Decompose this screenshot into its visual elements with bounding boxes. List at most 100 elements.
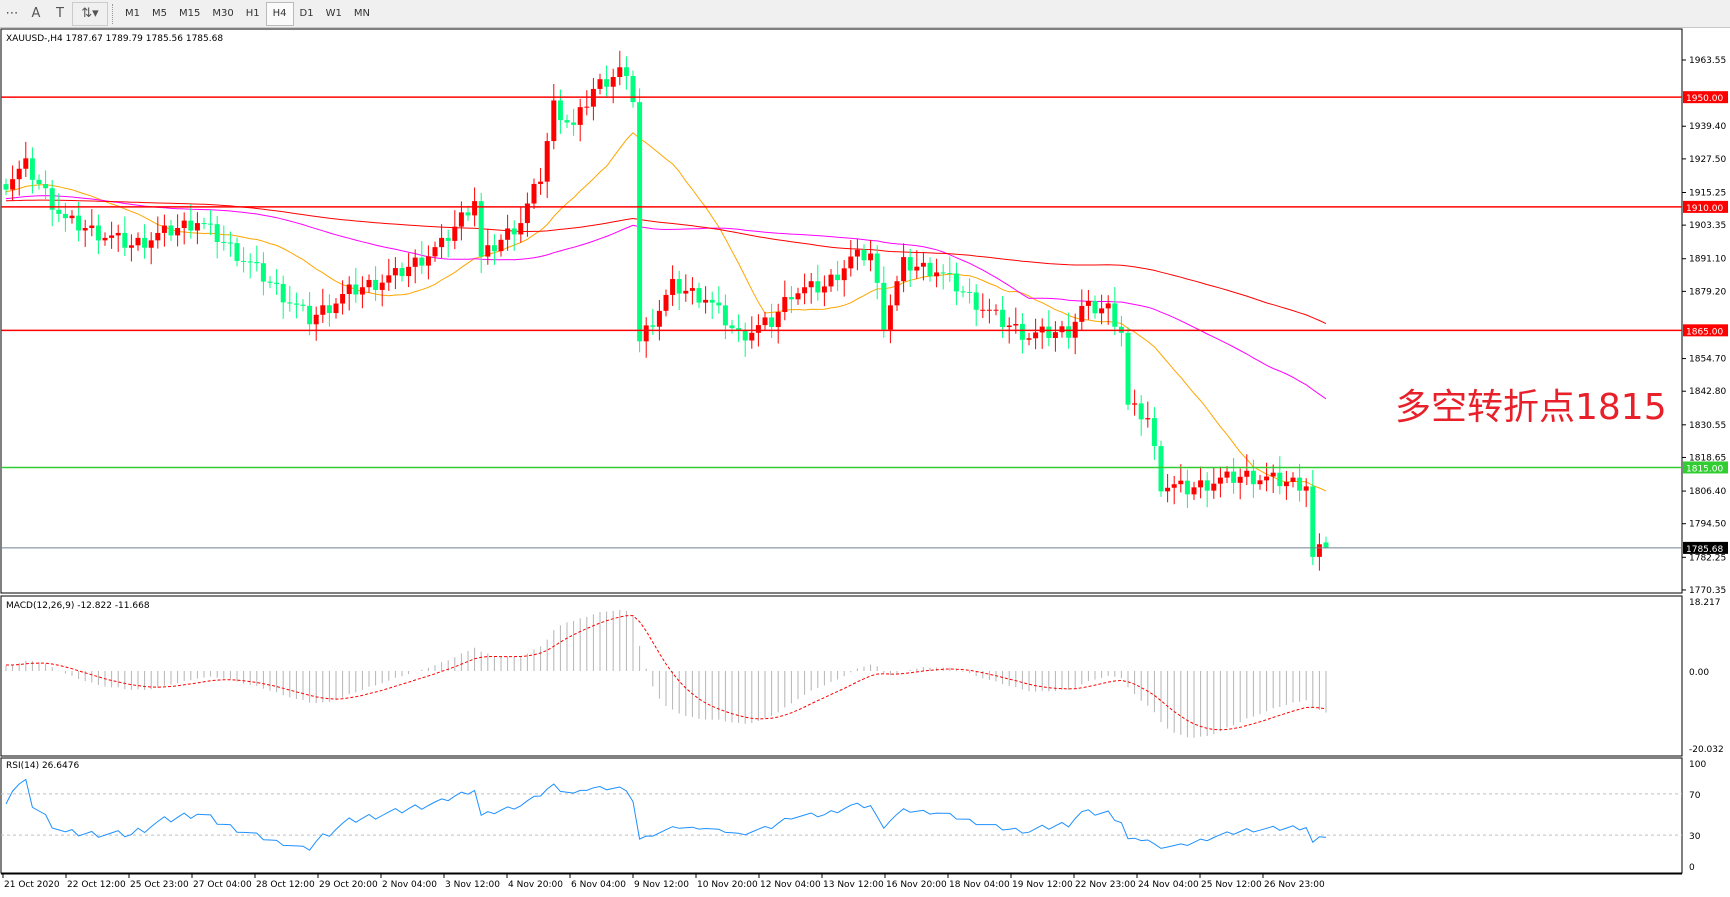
text-icon[interactable]: A — [31, 6, 41, 21]
macd-tick-label: -20.032 — [1689, 745, 1724, 755]
candle-body — [62, 213, 68, 219]
candle-body — [478, 201, 484, 257]
candle-body — [135, 237, 141, 246]
timeframe-m1[interactable]: M1 — [125, 7, 140, 19]
candle-body — [828, 274, 834, 287]
macd-signal-line — [6, 615, 1327, 731]
date-label: 4 Nov 20:00 — [508, 880, 563, 890]
timeframe-d1[interactable]: D1 — [299, 7, 314, 19]
macd-tick-label: 18.217 — [1689, 598, 1721, 608]
candle-body — [241, 260, 247, 262]
candle-body — [82, 228, 88, 231]
candle-body — [439, 237, 445, 248]
candle-body — [491, 245, 497, 252]
timeframe-h1[interactable]: H1 — [245, 7, 260, 19]
chart-title: XAUUSD-,H4 1787.67 1789.79 1785.56 1785.… — [6, 34, 223, 44]
candle-body — [531, 183, 537, 204]
candle-body — [29, 158, 35, 180]
date-label: 28 Oct 12:00 — [256, 880, 315, 890]
candle-body — [604, 79, 610, 87]
level-price-label: 1910.00 — [1686, 204, 1723, 214]
timeframe-mn[interactable]: MN — [353, 7, 370, 19]
candle-body — [986, 309, 992, 311]
candle-body — [762, 317, 768, 326]
candle-body — [1112, 303, 1118, 327]
candle-body — [1138, 403, 1144, 420]
candle-body — [89, 225, 95, 229]
candle-body — [1026, 338, 1032, 340]
timeframe-m30[interactable]: M30 — [212, 7, 234, 19]
main-pane — [0, 28, 1683, 594]
timeframe-m5[interactable]: M5 — [152, 7, 167, 19]
candle-body — [1105, 303, 1111, 309]
candle-body — [1316, 544, 1322, 557]
candle-body — [472, 201, 478, 216]
rsi-line — [5, 778, 1327, 851]
candle-body — [524, 203, 530, 224]
candle-body — [399, 268, 405, 277]
candle-body — [742, 330, 748, 341]
candle-body — [194, 223, 200, 231]
candle-body — [557, 100, 563, 121]
rsi-tick-label: 100 — [1689, 760, 1706, 770]
level-price-tag — [1683, 324, 1728, 337]
candle-body — [379, 282, 385, 290]
timeframe-m15[interactable]: M15 — [179, 7, 201, 19]
candle-body — [874, 253, 880, 283]
candle-body — [630, 76, 636, 103]
rsi-label: RSI(14) 26.6476 — [6, 761, 79, 771]
price-chart[interactable]: XAUUSD-,H4 1787.67 1789.79 1785.56 1785.… — [0, 28, 1730, 897]
moving-average-line — [5, 199, 1327, 325]
candle-body — [95, 225, 101, 241]
date-label: 25 Nov 12:00 — [1201, 880, 1262, 890]
candle-body — [973, 292, 979, 310]
rsi-pane — [0, 757, 1683, 874]
price-tick-label: 1794.50 — [1689, 520, 1726, 530]
candle-body — [1059, 326, 1065, 333]
candle-body — [3, 184, 9, 190]
text-label-icon[interactable]: T — [56, 6, 64, 21]
candle-body — [485, 245, 491, 257]
candle-body — [861, 249, 867, 261]
candle-body — [802, 287, 808, 294]
price-tick-label: 1818.65 — [1689, 453, 1726, 463]
candle-body — [1165, 487, 1171, 492]
fibonacci-fan-icon[interactable]: ⋯ — [5, 6, 19, 21]
moving-average-line — [5, 132, 1327, 492]
level-price-tag — [1683, 461, 1728, 474]
candle-body — [808, 281, 814, 288]
candle-body — [940, 272, 946, 274]
candle-body — [1019, 324, 1025, 340]
candle-body — [254, 262, 260, 264]
date-label: 25 Oct 23:00 — [130, 880, 189, 890]
candle-body — [1099, 308, 1105, 314]
candle-body — [333, 303, 339, 314]
candle-body — [663, 294, 669, 311]
candle-body — [1250, 470, 1256, 485]
macd-tick-label: 0.00 — [1689, 668, 1709, 678]
candle-body — [736, 328, 742, 331]
price-tick-label: 1963.55 — [1689, 56, 1726, 66]
price-tick-label: 1782.25 — [1689, 553, 1726, 563]
candle-body — [1290, 477, 1296, 482]
timeframe-w1[interactable]: W1 — [325, 7, 342, 19]
arrows-icon[interactable]: ⇅▾ — [72, 1, 108, 26]
candle-body — [551, 100, 557, 142]
candle-body — [260, 263, 266, 282]
candle-body — [419, 257, 425, 266]
candle-body — [432, 247, 438, 257]
date-label: 3 Nov 12:00 — [445, 880, 500, 890]
candle-body — [815, 281, 821, 293]
candle-body — [1013, 324, 1019, 326]
timeframe-h4[interactable]: H4 — [265, 1, 294, 26]
candle-body — [386, 275, 392, 283]
date-label: 22 Nov 23:00 — [1075, 880, 1136, 890]
candle-body — [610, 77, 616, 87]
candle-body — [670, 279, 676, 295]
candle-body — [749, 332, 755, 341]
date-label: 19 Nov 12:00 — [1012, 880, 1073, 890]
candle-body — [69, 215, 75, 219]
candle-body — [511, 228, 517, 235]
candle-body — [56, 209, 62, 214]
date-label: 10 Nov 20:00 — [697, 880, 758, 890]
